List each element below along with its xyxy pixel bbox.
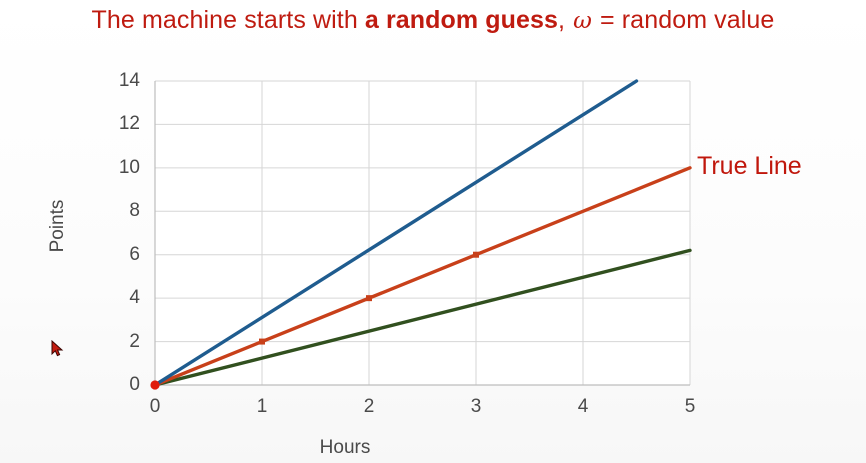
title-emphasis-text: a random guess	[364, 6, 559, 34]
y-tick-14: 14	[118, 70, 140, 91]
y-tick-2: 2	[129, 331, 140, 352]
true-line-annotation: True Line	[697, 152, 802, 180]
y-tick-4: 4	[129, 287, 140, 308]
y-tick-12: 12	[118, 113, 140, 134]
x-tick-0: 0	[149, 396, 161, 417]
series-line-true	[153, 166, 692, 387]
title-prefix-text: The machine starts with	[91, 6, 365, 34]
y-tick-8: 8	[129, 200, 140, 221]
vertical-gridlines	[261, 81, 691, 385]
x-axis-title: Hours	[319, 437, 371, 458]
series-line-steep-guess	[153, 79, 639, 387]
series-line-shallow-guess	[153, 248, 692, 387]
data-point-marker	[473, 251, 479, 258]
origin-marker	[150, 380, 160, 390]
mouse-pointer-icon	[51, 340, 64, 357]
x-tick-3: 3	[470, 396, 482, 417]
x-tick-1: 1	[256, 396, 268, 417]
slide-title: The machine starts with a random guess, …	[0, 6, 866, 35]
data-point-marker	[366, 295, 372, 302]
y-tick-0: 0	[129, 374, 140, 395]
plot-area	[150, 79, 692, 390]
y-tick-10: 10	[118, 157, 140, 178]
omega-symbol: ω	[573, 8, 592, 34]
plot-background	[155, 81, 690, 385]
series-markers-true	[259, 251, 479, 345]
x-tick-4: 4	[577, 396, 589, 417]
horizontal-gridlines	[155, 80, 690, 343]
title-comma-text: ,	[558, 6, 573, 34]
data-point-marker	[259, 338, 265, 345]
x-tick-2: 2	[363, 396, 375, 417]
title-suffix-text: = random value	[592, 6, 775, 34]
x-tick-5: 5	[684, 396, 696, 417]
y-axis-title: Points	[47, 199, 68, 253]
line-chart: 14 12 10 8 6 4 2 0 0 1 2 3 4 5 Points Ho…	[0, 55, 866, 463]
y-tick-6: 6	[129, 244, 140, 265]
